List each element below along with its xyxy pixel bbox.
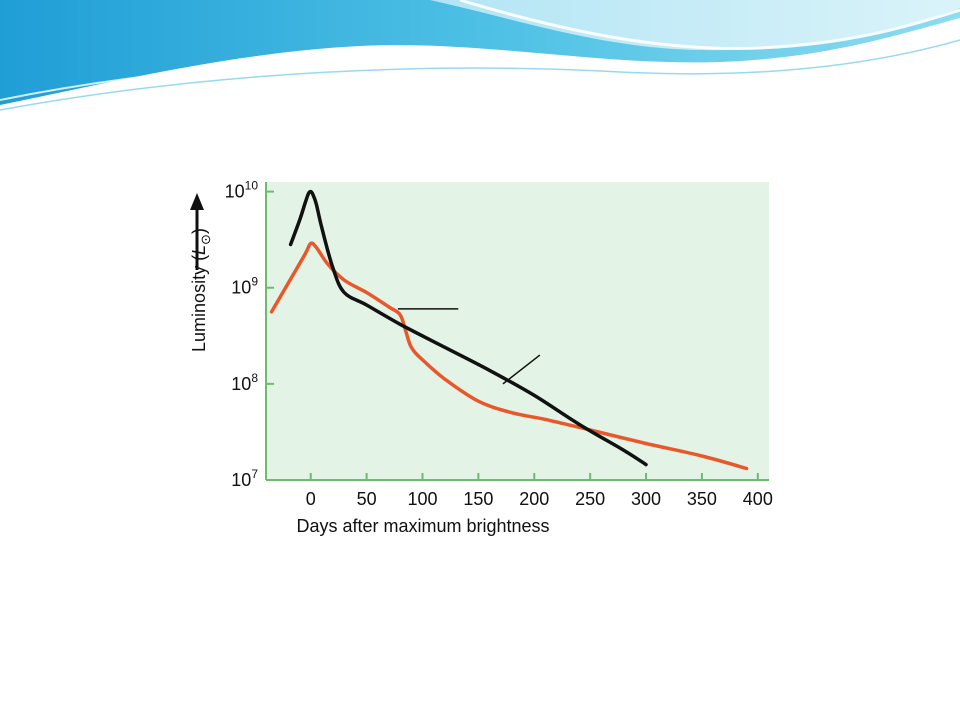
decorative-wave-banner — [0, 0, 960, 111]
plot-area — [266, 182, 769, 480]
wave-line-3 — [459, 0, 960, 50]
x-tick-label: 200 — [519, 489, 549, 509]
y-axis-title: Luminosity (L⊙) — [189, 228, 213, 352]
y-tick-label: 108 — [231, 371, 258, 394]
x-tick-label: 150 — [463, 489, 493, 509]
x-ticks: 0 50 100 150 200 250 300 350 400 — [306, 473, 773, 509]
x-tick-label: 50 — [357, 489, 377, 509]
series-line-1 — [269, 241, 749, 471]
y-axis-arrow — [190, 193, 204, 270]
series-line-2 — [288, 189, 648, 467]
y-axis-title-subscript: ⊙ — [198, 234, 213, 245]
y-axis-title-close: ) — [189, 228, 209, 234]
y-axis-title-symbol: L — [189, 245, 209, 255]
y-axis-title-group: Luminosity (L⊙) — [189, 228, 213, 352]
x-tick-label: 250 — [575, 489, 605, 509]
wave-line-1 — [0, 27, 960, 101]
series-layer — [269, 189, 749, 471]
x-tick-label: 300 — [631, 489, 661, 509]
wave-line-2 — [0, 39, 960, 111]
x-tick-label: 100 — [407, 489, 437, 509]
wave-light — [430, 0, 960, 51]
y-tick-label: 1010 — [225, 179, 259, 202]
x-axis-title: Days after maximum brightness — [296, 516, 549, 536]
x-tick-label: 350 — [687, 489, 717, 509]
luminosity-chart: 0 50 100 150 200 250 300 350 400 107 108 109 1010 D… — [185, 170, 775, 542]
y-tick-label: 109 — [231, 275, 258, 298]
y-ticks: 107 108 109 1010 — [225, 179, 274, 490]
x-tick-label: 400 — [743, 489, 773, 509]
x-tick-label: 0 — [306, 489, 316, 509]
y-tick-label: 107 — [231, 467, 258, 490]
y-axis-title-text: Luminosity ( — [189, 255, 209, 352]
